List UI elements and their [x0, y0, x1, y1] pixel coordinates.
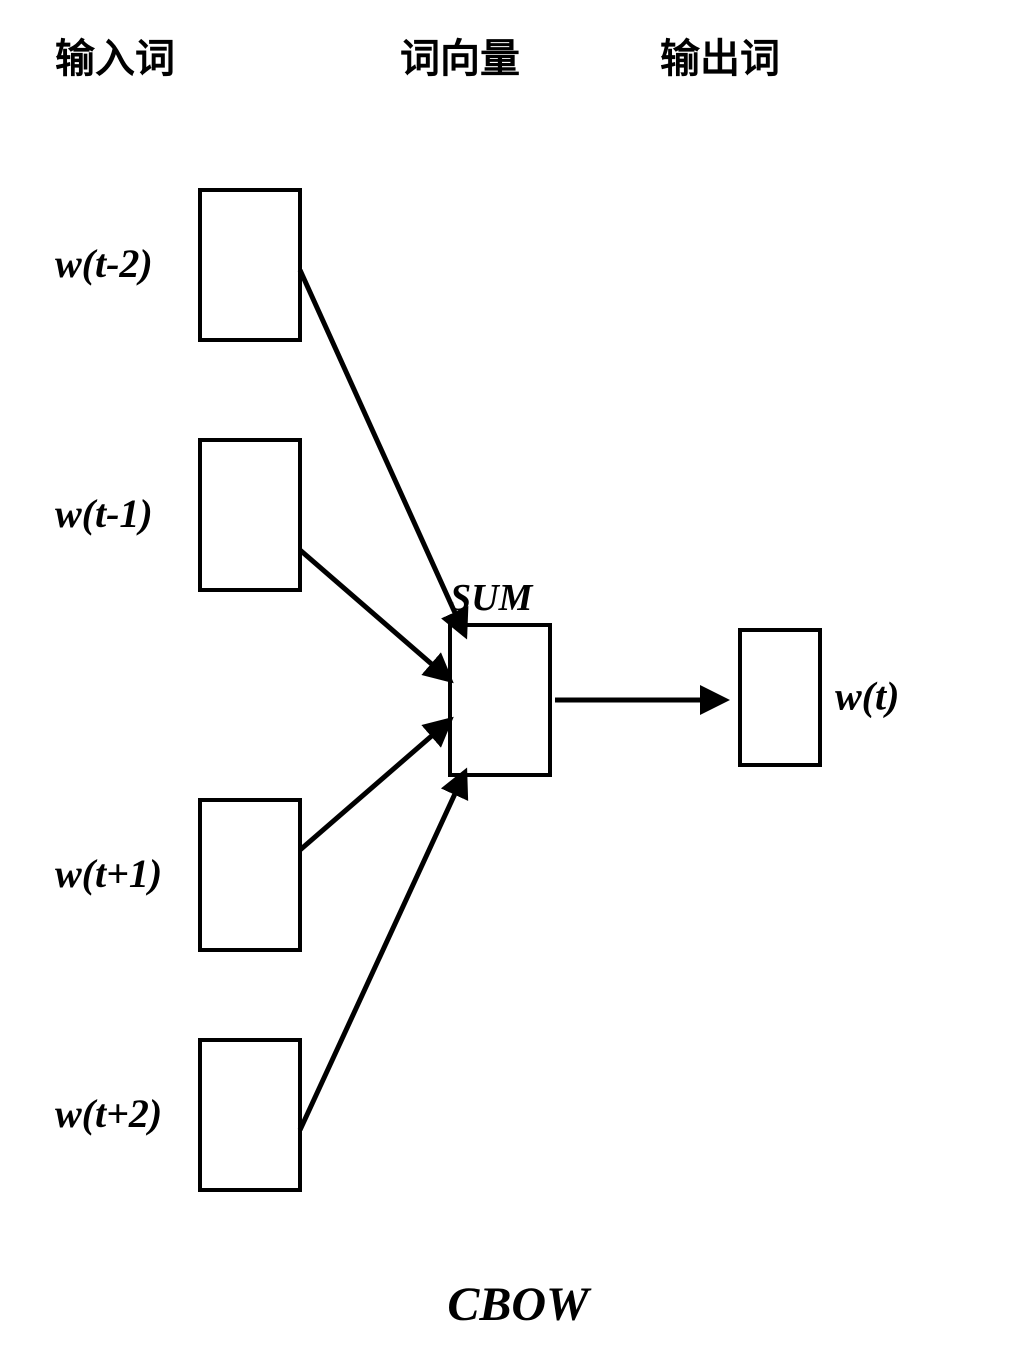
input-box-wtm2 — [200, 190, 300, 340]
sum-box — [450, 625, 550, 775]
input-box-wtp2 — [200, 1040, 300, 1190]
input-label-wtm1: w(t-1) — [55, 491, 153, 536]
header-vector: 词向量 — [400, 36, 520, 81]
sum-label: SUM — [450, 577, 534, 619]
header-input: 输入词 — [55, 36, 175, 81]
input-box-wtp1 — [200, 800, 300, 950]
input-label-wtm2: w(t-2) — [55, 241, 153, 286]
arrow-to-sum-1 — [300, 550, 450, 680]
output-label: w(t) — [835, 674, 899, 719]
input-box-wtm1 — [200, 440, 300, 590]
arrow-to-sum-0 — [300, 270, 465, 635]
output-box — [740, 630, 820, 765]
cbow-diagram: 输入词 词向量 输出词 w(t-2) w(t-1) w(t+1) w(t+2) SUM w(t)… — [0, 0, 1036, 1360]
diagram-title: CBOW — [447, 1278, 592, 1331]
header-output: 输出词 — [660, 36, 780, 81]
input-label-wtp2: w(t+2) — [55, 1091, 162, 1136]
input-label-wtp1: w(t+1) — [55, 851, 162, 896]
arrow-to-sum-2 — [300, 720, 450, 850]
